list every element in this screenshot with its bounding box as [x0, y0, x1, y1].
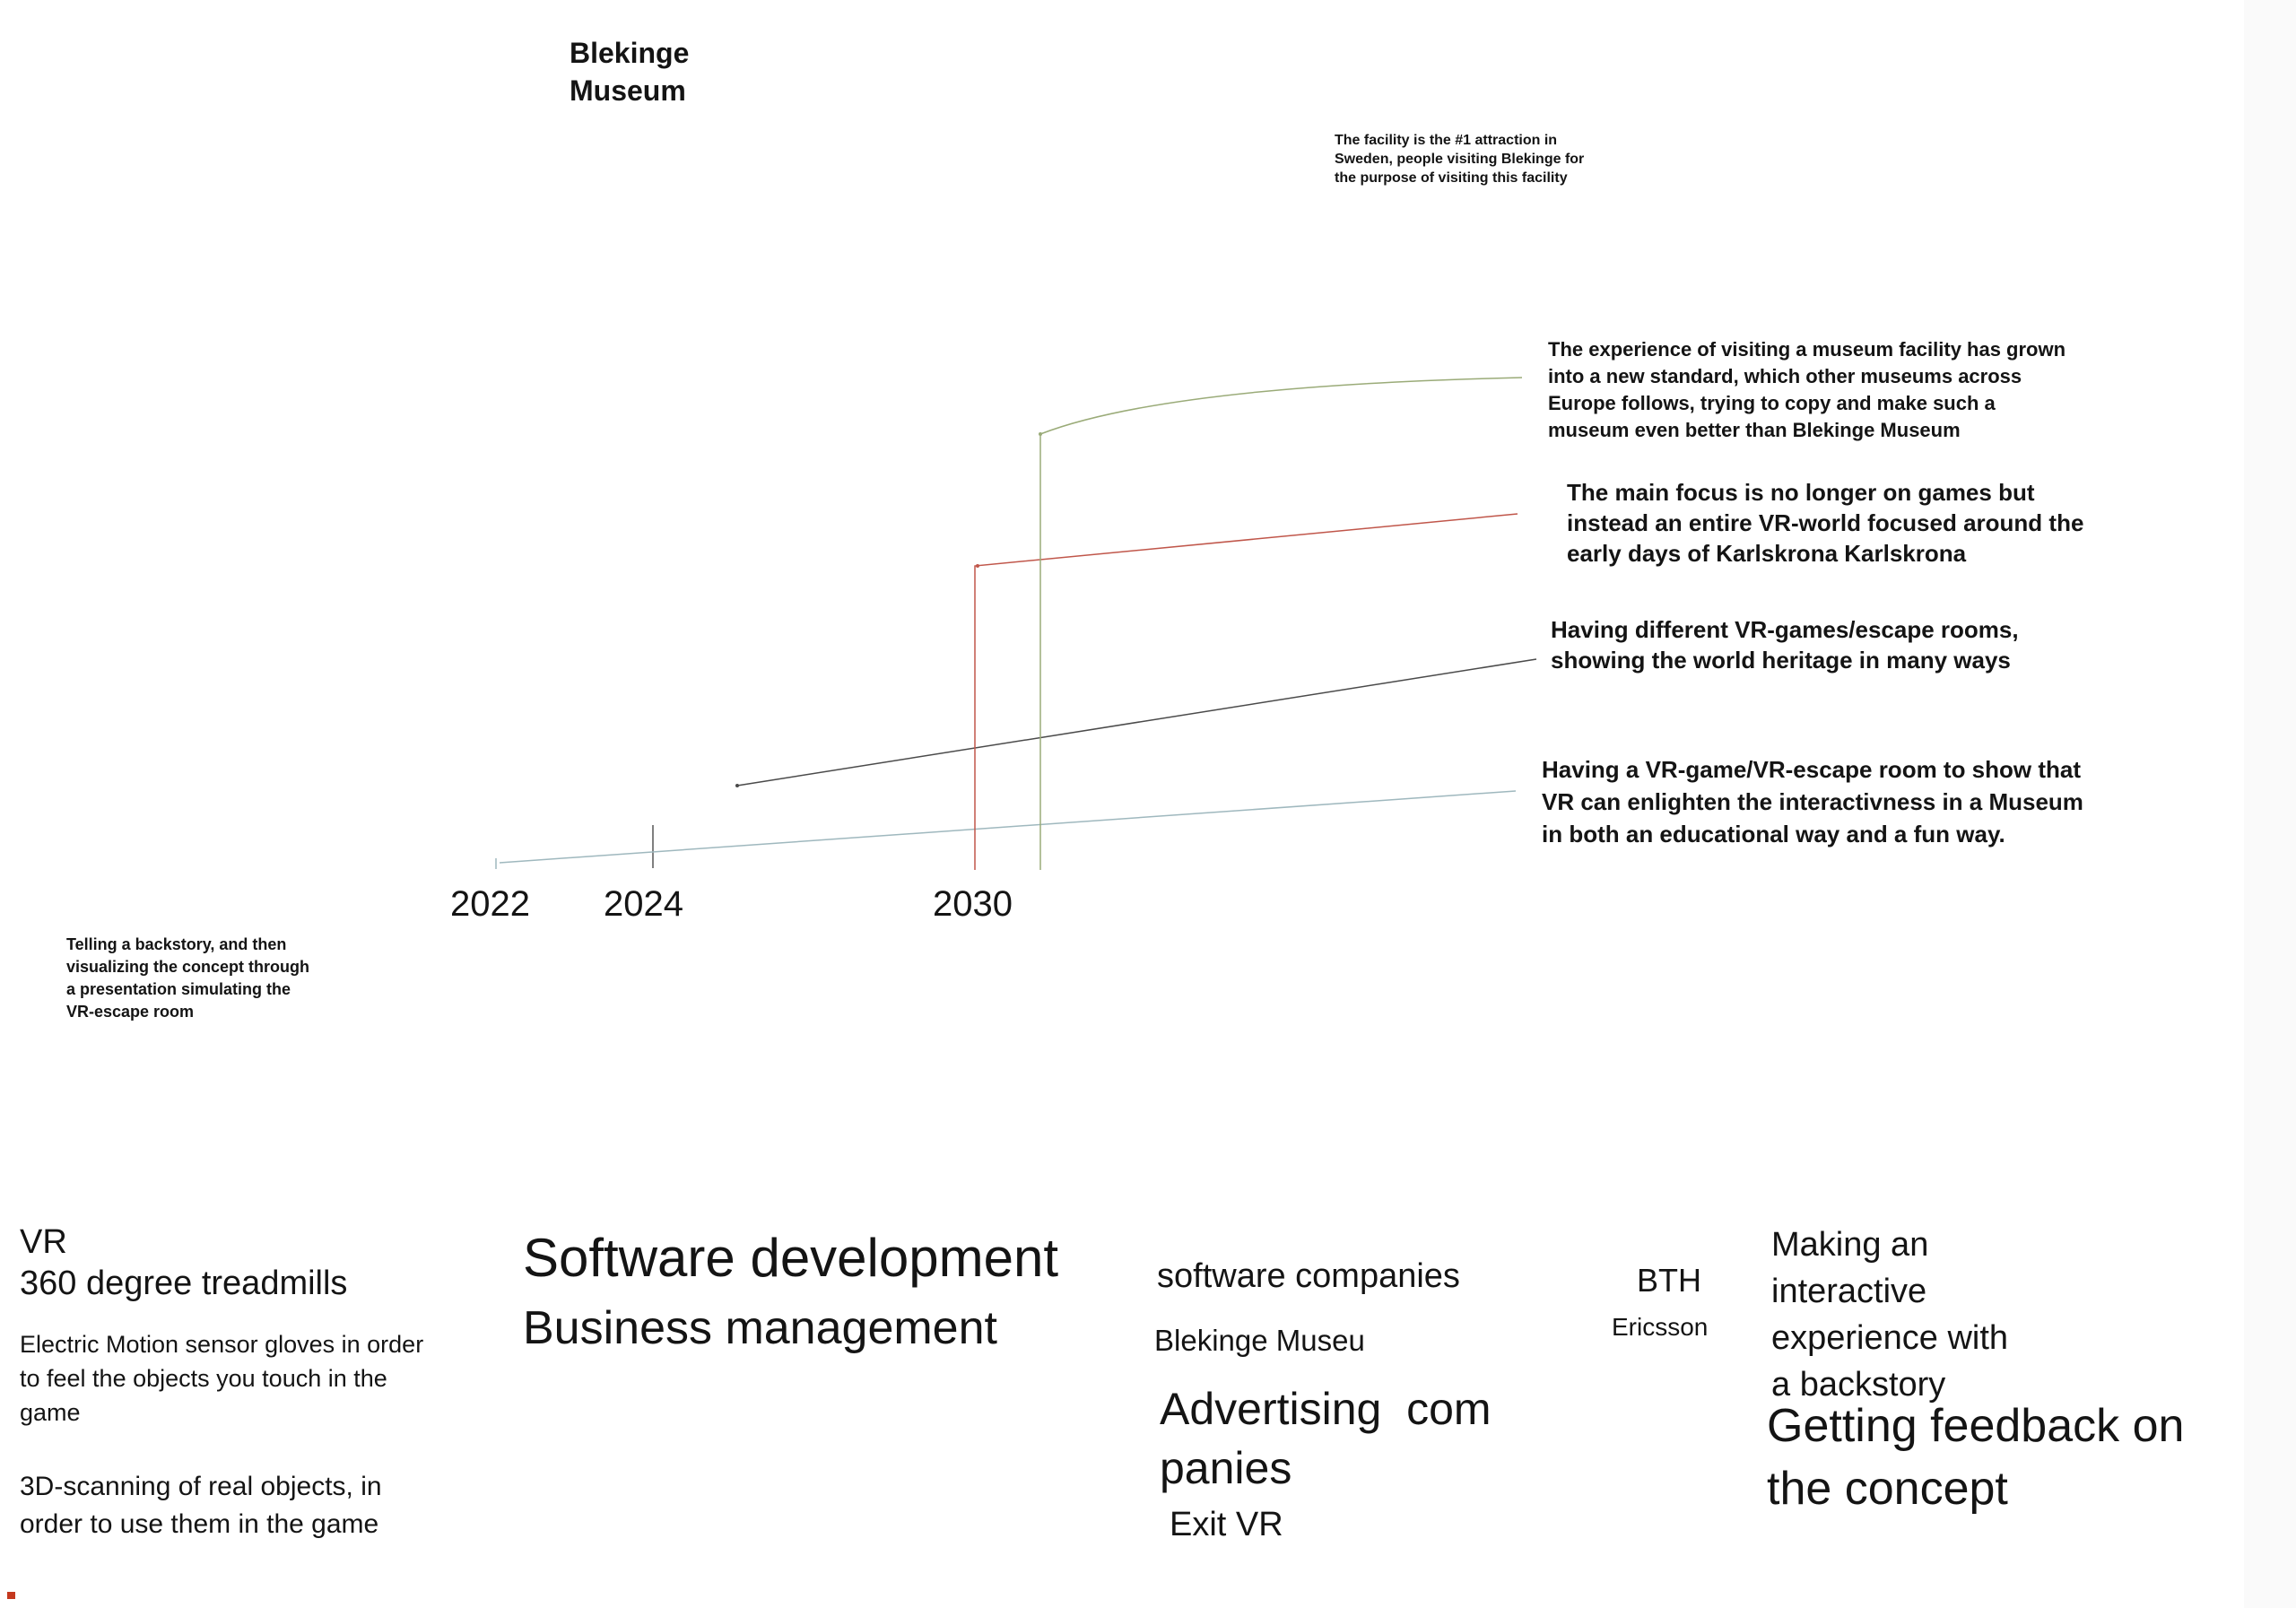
app-logo-icon[interactable] — [7, 1592, 15, 1599]
backstory-note: Telling a backstory, and then visualizin… — [66, 935, 310, 1021]
milestone-new-standard: The experience of visiting a museum faci… — [1548, 338, 2072, 441]
timeline-connectors — [495, 377, 1537, 870]
year-label-2024: 2024 — [604, 884, 683, 924]
partner-bth: BTH — [1637, 1262, 1701, 1299]
tech-gloves: Electric Motion sensor gloves in order t… — [20, 1331, 424, 1426]
connector-blue — [499, 790, 1517, 864]
activity-interactive-experience: Making an interactive experience with a … — [1771, 1226, 2009, 1404]
page-title: Blekinge Museum — [570, 37, 690, 107]
year-label-2030: 2030 — [933, 884, 1013, 924]
milestone-vr-world: The main focus is no longer on games but… — [1567, 479, 2091, 567]
tech-treadmills: 360 degree treadmills — [20, 1265, 348, 1302]
milestone-vr-escape-room: Having a VR-game/VR-escape room to show … — [1542, 756, 2091, 847]
partner-museum: Blekinge Museu — [1154, 1324, 1365, 1357]
tech-vr: VR — [20, 1223, 67, 1261]
competence-software: Software development — [523, 1228, 1059, 1288]
connector-dark — [736, 658, 1537, 787]
year-label-2022: 2022 — [450, 884, 530, 924]
connector-red-dot — [976, 564, 979, 568]
partner-exit-vr: Exit VR — [1170, 1506, 1283, 1543]
milestone-world-heritage: Having different VR-games/escape rooms, … — [1551, 616, 2025, 674]
competence-business: Business management — [523, 1302, 997, 1354]
milestone-top-attraction: The facility is the #1 attraction in Swe… — [1335, 133, 1588, 186]
whiteboard-canvas[interactable]: Blekinge Museum 2022 2024 2030 Having a … — [0, 0, 2244, 1608]
canvas-edge — [2244, 0, 2296, 1608]
partner-software-companies: software companies — [1157, 1257, 1460, 1295]
partner-advertising: Advertising com panies — [1160, 1384, 1492, 1493]
connector-red — [974, 513, 1518, 870]
tech-scanning: 3D-scanning of real objects, in order to… — [20, 1472, 382, 1539]
activity-feedback: Getting feedback on the concept — [1767, 1400, 2185, 1515]
connector-green — [1039, 377, 1523, 870]
partner-ericsson: Ericsson — [1612, 1313, 1709, 1341]
connector-green-dot — [1039, 432, 1042, 436]
connector-dark-dot — [735, 784, 739, 787]
